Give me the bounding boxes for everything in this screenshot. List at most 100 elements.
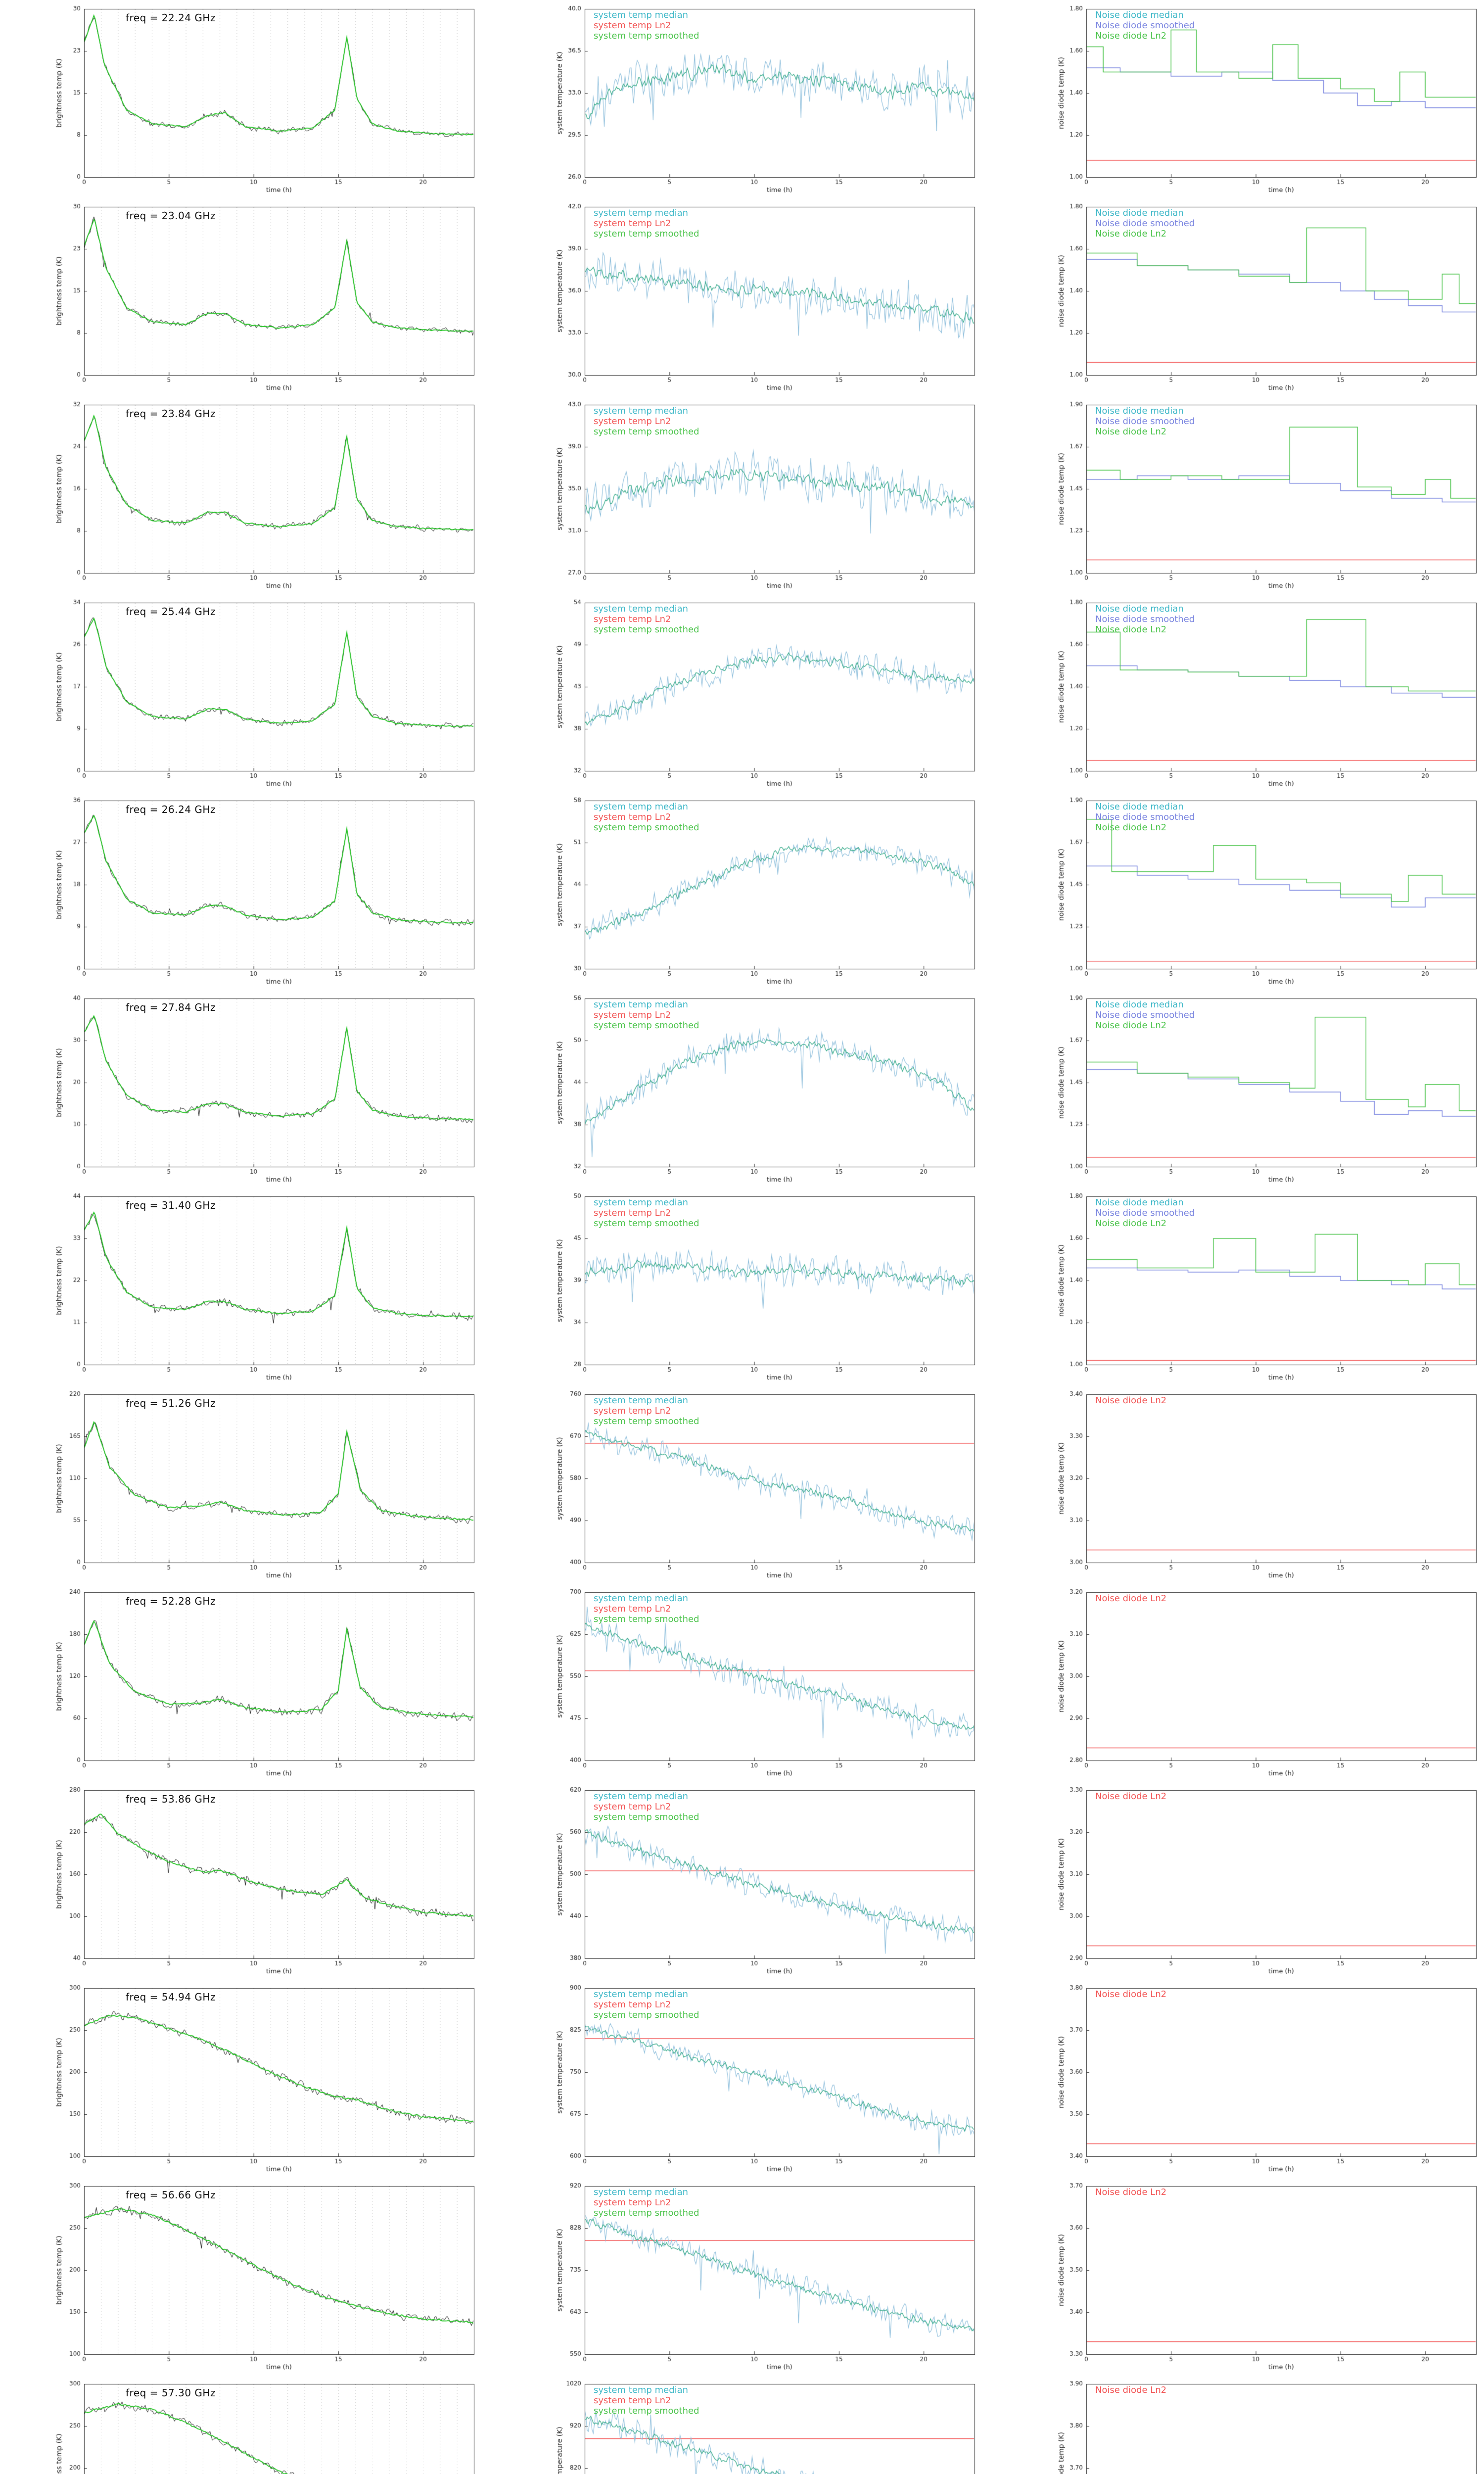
frequency-label: freq = 26.24 GHz (126, 804, 216, 815)
spectrum-plot-panel: freq = 53.86 GHz (51, 1784, 478, 1976)
legend-entry: system temp Ln2 (594, 1010, 671, 1020)
spectrum-plot-panel: freq = 23.84 GHz (51, 399, 478, 591)
system-temp-plot-panel: system temp median system temp Ln2 system … (552, 2378, 978, 2474)
legend-entry: Noise diode Ln2 (1095, 1218, 1167, 1229)
spectrum-plot-canvas (51, 2378, 478, 2474)
plot-row: freq = 26.24 GHz system temp median syste… (0, 792, 1484, 990)
noise-diode-plot-canvas (1054, 3, 1480, 195)
legend-entry: Noise diode smoothed (1095, 1208, 1195, 1218)
legend-entry: system temp smoothed (594, 1812, 699, 1822)
noise-diode-plot-panel: Noise diode median Noise diode smoothed No… (1054, 3, 1480, 195)
legend-entry: system temp Ln2 (594, 614, 671, 624)
legend-entry: Noise diode Ln2 (1095, 2187, 1167, 2197)
legend-entry: system temp smoothed (594, 624, 699, 635)
system-temp-legend: system temp median system temp Ln2 system … (594, 1197, 699, 1229)
legend-entry: system temp smoothed (594, 2406, 699, 2416)
noise-diode-legend: Noise diode Ln2 (1095, 1593, 1166, 1604)
spectrum-plot-canvas (51, 1190, 478, 1382)
system-temp-plot-panel: system temp median system temp Ln2 system … (552, 1586, 978, 1778)
noise-diode-plot-canvas (1054, 1388, 1480, 1580)
noise-diode-plot-canvas (1054, 1982, 1480, 2174)
legend-entry: system temp median (594, 406, 689, 416)
noise-diode-plot-panel: Noise diode median Noise diode smoothed No… (1054, 993, 1480, 1185)
legend-entry: system temp smoothed (594, 1020, 699, 1031)
noise-diode-legend: Noise diode median Noise diode smoothed No… (1095, 604, 1195, 635)
frequency-label: freq = 23.04 GHz (126, 210, 216, 222)
spectrum-plot-canvas (51, 1982, 478, 2174)
legend-entry: system temp smoothed (594, 1218, 699, 1229)
legend-entry: system temp smoothed (594, 229, 699, 239)
legend-entry: system temp Ln2 (594, 218, 671, 229)
spectrum-plot-canvas (51, 1784, 478, 1976)
system-temp-plot-canvas (552, 1586, 978, 1778)
legend-entry: Noise diode Ln2 (1095, 1395, 1167, 1406)
noise-diode-legend: Noise diode median Noise diode smoothed No… (1095, 802, 1195, 833)
spectrum-plot-panel: freq = 26.24 GHz (51, 795, 478, 987)
legend-entry: Noise diode Ln2 (1095, 31, 1167, 41)
plot-row: freq = 51.26 GHz system temp median syste… (0, 1385, 1484, 1583)
legend-entry: Noise diode smoothed (1095, 20, 1195, 31)
system-temp-plot-canvas (552, 795, 978, 987)
noise-diode-plot-canvas (1054, 1784, 1480, 1976)
frequency-label: freq = 57.30 GHz (126, 2387, 216, 2399)
system-temp-legend: system temp median system temp Ln2 system … (594, 1989, 699, 2020)
frequency-label: freq = 53.86 GHz (126, 1793, 216, 1805)
legend-entry: system temp smoothed (594, 2208, 699, 2218)
legend-entry: system temp Ln2 (594, 1802, 671, 1812)
legend-entry: system temp median (594, 2385, 689, 2395)
noise-diode-plot-panel: Noise diode median Noise diode smoothed No… (1054, 597, 1480, 789)
system-temp-plot-canvas (552, 399, 978, 591)
spectrum-plot-canvas (51, 993, 478, 1185)
spectrum-plot-canvas (51, 597, 478, 789)
legend-entry: system temp median (594, 604, 689, 614)
system-temp-legend: system temp median system temp Ln2 system … (594, 604, 699, 635)
plot-row: freq = 56.66 GHz system temp median syste… (0, 2177, 1484, 2375)
noise-diode-plot-panel: Noise diode median Noise diode smoothed No… (1054, 201, 1480, 393)
spectrum-plot-panel: freq = 57.30 GHz (51, 2378, 478, 2474)
legend-entry: Noise diode Ln2 (1095, 1791, 1167, 1802)
spectrum-plot-panel: freq = 54.94 GHz (51, 1982, 478, 2174)
noise-diode-legend: Noise diode median Noise diode smoothed No… (1095, 999, 1195, 1031)
noise-diode-plot-canvas (1054, 1190, 1480, 1382)
noise-diode-plot-panel: Noise diode Ln2 (1054, 2378, 1480, 2474)
system-temp-plot-panel: system temp median system temp Ln2 system … (552, 1784, 978, 1976)
system-temp-plot-canvas (552, 201, 978, 393)
plot-row: freq = 53.86 GHz system temp median syste… (0, 1781, 1484, 1979)
frequency-label: freq = 22.24 GHz (126, 12, 216, 24)
legend-entry: system temp Ln2 (594, 1208, 671, 1218)
legend-entry: Noise diode smoothed (1095, 1010, 1195, 1020)
legend-entry: system temp smoothed (594, 822, 699, 833)
legend-entry: system temp smoothed (594, 1614, 699, 1624)
frequency-label: freq = 54.94 GHz (126, 1991, 216, 2003)
system-temp-legend: system temp median system temp Ln2 system … (594, 1791, 699, 1822)
spectrum-plot-panel: freq = 25.44 GHz (51, 597, 478, 789)
plot-row: freq = 23.84 GHz system temp median syste… (0, 396, 1484, 594)
noise-diode-legend: Noise diode median Noise diode smoothed No… (1095, 406, 1195, 437)
legend-entry: Noise diode Ln2 (1095, 229, 1167, 239)
noise-diode-legend: Noise diode median Noise diode smoothed No… (1095, 1197, 1195, 1229)
system-temp-plot-canvas (552, 1388, 978, 1580)
legend-entry: Noise diode median (1095, 406, 1184, 416)
legend-entry: system temp smoothed (594, 31, 699, 41)
noise-diode-legend: Noise diode median Noise diode smoothed No… (1095, 10, 1195, 41)
system-temp-plot-canvas (552, 1190, 978, 1382)
legend-entry: system temp smoothed (594, 2010, 699, 2020)
noise-diode-plot-canvas (1054, 201, 1480, 393)
legend-entry: system temp Ln2 (594, 2395, 671, 2406)
legend-entry: Noise diode Ln2 (1095, 427, 1167, 437)
system-temp-plot-panel: system temp median system temp Ln2 system … (552, 795, 978, 987)
plot-row: freq = 27.84 GHz system temp median syste… (0, 990, 1484, 1188)
spectrum-plot-panel: freq = 56.66 GHz (51, 2180, 478, 2372)
system-temp-plot-canvas (552, 3, 978, 195)
spectrum-plot-canvas (51, 201, 478, 393)
frequency-label: freq = 27.84 GHz (126, 1001, 216, 1013)
noise-diode-legend: Noise diode Ln2 (1095, 1395, 1166, 1406)
legend-entry: Noise diode Ln2 (1095, 822, 1167, 833)
plot-row: freq = 22.24 GHz system temp median syste… (0, 0, 1484, 198)
noise-diode-plot-panel: Noise diode median Noise diode smoothed No… (1054, 1190, 1480, 1382)
system-temp-plot-canvas (552, 2180, 978, 2372)
noise-diode-legend: Noise diode median Noise diode smoothed No… (1095, 208, 1195, 239)
legend-entry: system temp Ln2 (594, 1999, 671, 2010)
legend-entry: system temp Ln2 (594, 812, 671, 822)
